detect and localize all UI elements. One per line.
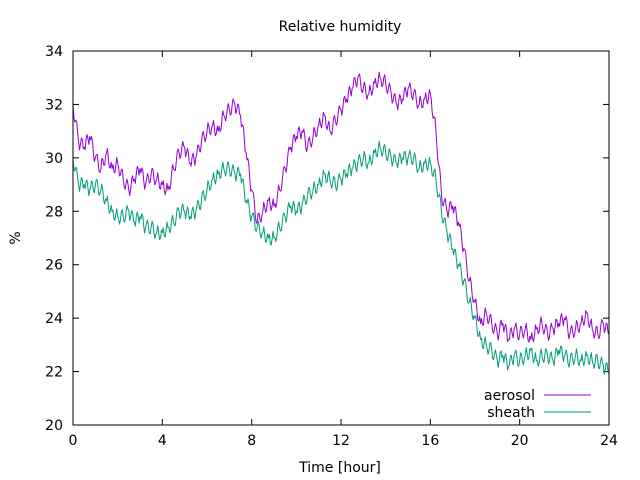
x-axis-label: Time [hour] — [298, 460, 381, 476]
x-tick-label: 0 — [69, 433, 78, 449]
x-tick-label: 4 — [158, 433, 167, 449]
x-tick-label: 8 — [247, 433, 256, 449]
y-tick-label: 22 — [45, 365, 63, 381]
y-axis-label: % — [8, 231, 24, 244]
x-tick-label: 12 — [332, 433, 350, 449]
x-tick-label: 24 — [600, 433, 618, 449]
x-tick-label: 16 — [421, 433, 439, 449]
legend-label-sheath: sheath — [487, 405, 535, 421]
series-lines — [72, 71, 610, 375]
plot-frame — [72, 50, 610, 426]
y-tick-label: 34 — [45, 44, 63, 60]
legend-label-aerosol: aerosol — [484, 388, 535, 404]
x-tick-label: 20 — [511, 433, 529, 449]
y-tick-label: 32 — [45, 97, 63, 113]
y-tick-label: 28 — [45, 204, 63, 220]
y-tick-label: 30 — [45, 151, 63, 167]
x-axis-ticks: 0 4 8 12 16 20 24 — [69, 51, 618, 449]
y-axis-ticks: 20 22 24 26 28 30 32 34 — [45, 44, 609, 434]
y-tick-label: 24 — [45, 311, 63, 327]
y-tick-label: 20 — [45, 418, 63, 434]
chart-title: Relative humidity — [279, 19, 402, 35]
series-line-aerosol — [72, 71, 610, 343]
series-line-sheath — [72, 140, 610, 375]
y-tick-label: 26 — [45, 258, 63, 274]
